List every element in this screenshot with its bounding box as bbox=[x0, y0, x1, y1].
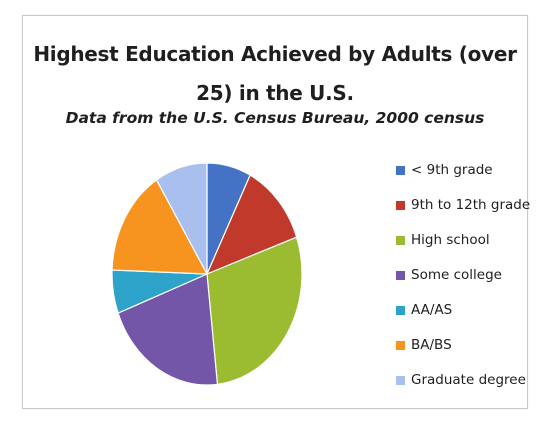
pie-slice-9th-to-12th-grade bbox=[205, 174, 298, 276]
chart-title-line-1: Highest Education Achieved by Adults (ov… bbox=[33, 42, 517, 66]
chart-legend: < 9th grade 9th to 12th grade High school S… bbox=[396, 160, 530, 405]
legend-item: 9th to 12th grade bbox=[396, 195, 530, 215]
legend-swatch bbox=[396, 340, 405, 350]
legend-item: Graduate degree bbox=[396, 370, 530, 390]
legend-item: BA/BS bbox=[396, 335, 530, 355]
pie-slice-high-school bbox=[206, 236, 303, 386]
legend-label: BA/BS bbox=[411, 337, 452, 353]
legend-swatch bbox=[396, 235, 405, 245]
legend-swatch bbox=[396, 270, 405, 280]
pie-slice-graduate-degree bbox=[155, 162, 208, 275]
legend-label: High school bbox=[411, 232, 490, 248]
legend-label: AA/AS bbox=[411, 302, 453, 318]
chart-title-line-2: 25) in the U.S. bbox=[196, 81, 354, 105]
pie-slice-some-college bbox=[117, 273, 219, 386]
legend-item: Some college bbox=[396, 265, 530, 285]
legend-swatch bbox=[396, 165, 405, 175]
legend-label: Some college bbox=[411, 267, 502, 283]
legend-item: AA/AS bbox=[396, 300, 530, 320]
chart-frame: Highest Education Achieved by Adults (ov… bbox=[22, 15, 530, 409]
legend-item: < 9th grade bbox=[396, 160, 530, 180]
legend-swatch bbox=[396, 200, 405, 210]
legend-swatch bbox=[396, 305, 405, 315]
pie-slice-ba-bs bbox=[111, 179, 209, 275]
legend-item: High school bbox=[396, 230, 530, 250]
legend-label: Graduate degree bbox=[411, 372, 526, 388]
chart-subtitle: Data from the U.S. Census Bureau, 2000 c… bbox=[65, 109, 485, 127]
chart-title: Highest Education Achieved by Adults (ov… bbox=[23, 35, 527, 113]
pie-chart bbox=[111, 162, 303, 386]
legend-label: 9th to 12th grade bbox=[411, 197, 531, 213]
legend-label: < 9th grade bbox=[411, 162, 493, 178]
legend-swatch bbox=[396, 375, 405, 385]
